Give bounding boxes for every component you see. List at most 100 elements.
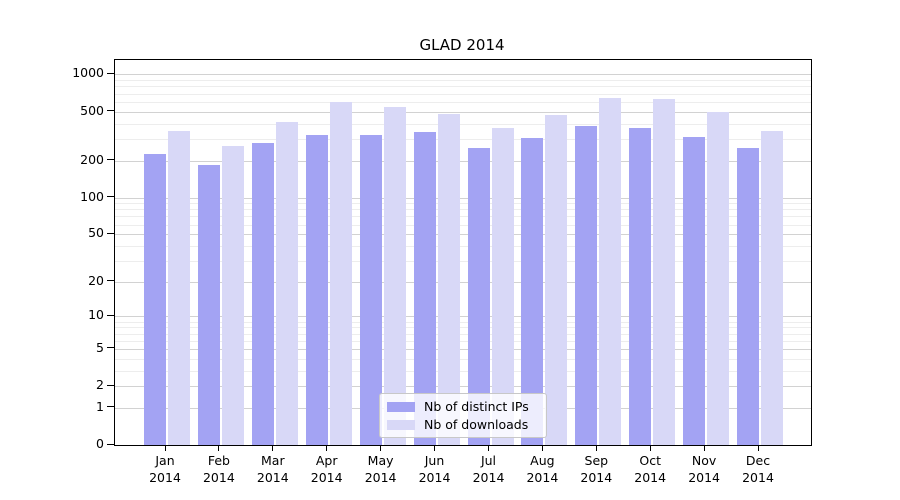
x-axis-month: Jun [424,453,445,468]
bar-downloads-jul [491,128,514,445]
bar-downloads-aug [545,114,568,445]
gridline-minor [115,370,811,372]
y-axis-tick [107,406,114,408]
x-axis-month: Feb [207,453,230,468]
y-axis-tick-label: 10 [88,307,104,323]
bar-distinct-ips-sep [575,126,598,445]
gridline-minor [115,321,811,323]
x-axis-year: 2014 [742,470,774,485]
gridline-major [115,281,811,283]
legend-swatch-distinct-ips [387,401,415,412]
gridline-minor [115,93,811,95]
y-axis-tick [107,443,114,445]
bar-downloads-may [383,106,406,445]
x-axis-tick-label: Sep 2014 [564,452,628,486]
bar-downloads-sep [599,98,622,445]
x-axis-tick-label: Feb 2014 [187,452,251,486]
bar-distinct-ips-dec [737,147,759,445]
bar-downloads-oct [653,99,676,445]
x-axis-tick-label: Jul 2014 [457,452,521,486]
y-axis-tick-label: 2 [96,377,104,393]
x-axis-tick-label: Jan 2014 [133,452,197,486]
x-axis-tick-label: Mar 2014 [241,452,305,486]
gridline-minor [115,358,811,360]
x-axis-year: 2014 [418,470,451,485]
bar-downloads-jan [168,130,190,445]
y-axis-tick-label: 100 [80,188,104,204]
x-axis-month: Jan [155,453,175,468]
legend: Nb of distinct IPs Nb of downloads [379,393,547,438]
y-axis-tick-label: 20 [88,272,104,288]
x-axis-year: 2014 [688,470,720,485]
y-axis-tick [107,196,114,197]
plot-area [114,59,812,446]
x-axis-tick-label: May 2014 [349,452,413,486]
gridline-minor [115,123,811,125]
legend-item-downloads: Nb of downloads [387,417,538,432]
bar-distinct-ips-oct [629,128,652,445]
y-axis-tick [107,347,114,349]
gridline-minor [115,260,811,262]
bar-distinct-ips-jul [467,147,490,445]
gridline-minor [115,245,811,247]
y-axis-tick [107,159,114,161]
bar-downloads-nov [707,112,730,445]
bar-distinct-ips-apr [305,134,328,445]
y-axis-tick-label: 1 [96,398,104,414]
x-axis-month: Apr [315,453,338,468]
gridline-minor [115,138,811,140]
bar-downloads-feb [221,145,244,445]
x-axis-month: May [367,453,394,468]
x-axis-month: Sep [584,453,609,468]
gridline-minor [115,101,811,103]
y-axis-tick [107,384,114,386]
y-axis-tick-label: 5 [96,339,104,355]
x-axis-month: Nov [691,453,717,468]
gridline-minor [115,216,811,218]
gridline-minor [115,333,811,335]
legend-item-distinct-ips: Nb of distinct IPs [387,399,538,414]
gridline-major [115,197,811,199]
gridline-minor [115,203,811,205]
x-axis-tick-label: Aug 2014 [510,452,574,486]
x-axis-year: 2014 [256,470,289,485]
x-axis-year: 2014 [580,470,613,485]
legend-swatch-downloads [387,419,415,430]
gridline-minor [115,86,811,88]
bar-downloads-mar [275,121,298,445]
bar-downloads-dec [761,130,783,445]
y-axis-tick-label: 0 [96,436,104,451]
bar-distinct-ips-aug [521,138,544,445]
x-axis-tick-label: Nov 2014 [672,452,736,486]
bar-distinct-ips-feb [197,164,220,445]
x-axis-year: 2014 [364,470,397,485]
x-axis-year: 2014 [202,470,235,485]
gridline-major [115,316,811,318]
y-axis-tick [107,314,114,316]
bar-distinct-ips-may [359,135,382,445]
x-axis-year: 2014 [310,470,343,485]
chart-title: GLAD 2014 [419,36,505,54]
gridline-minor [115,224,811,226]
gridline-minor [115,80,811,82]
x-axis-month: Dec [745,453,771,468]
gridline-major [115,386,811,388]
x-axis-year: 2014 [634,470,667,485]
x-axis-month: Jul [480,453,497,468]
x-axis-year: 2014 [472,470,505,485]
y-axis-tick-label: 500 [80,102,104,118]
x-axis-year: 2014 [149,470,181,485]
gridline-major [115,348,811,350]
bar-downloads-jun [437,114,460,445]
bar-distinct-ips-mar [251,142,274,445]
x-axis-month: Aug [530,453,555,468]
x-axis-tick-label: Oct 2014 [618,452,682,486]
y-axis-tick-label: 50 [88,225,104,241]
x-axis-month: Mar [261,453,285,468]
bar-distinct-ips-nov [683,137,706,445]
gridline-minor [115,209,811,211]
x-axis-tick-label: Apr 2014 [295,452,359,486]
y-axis-tick-label: 1000 [72,65,104,81]
y-axis-tick [107,280,114,282]
